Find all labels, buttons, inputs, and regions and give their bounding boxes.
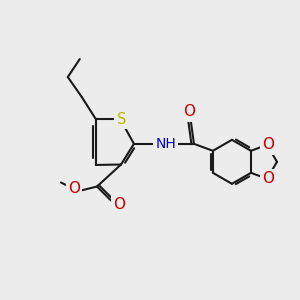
Text: O: O — [183, 104, 195, 119]
Text: NH: NH — [156, 137, 176, 151]
Text: O: O — [68, 181, 80, 196]
Text: O: O — [262, 171, 274, 186]
Text: S: S — [116, 112, 126, 127]
Text: O: O — [262, 137, 274, 152]
Text: O: O — [113, 197, 125, 212]
